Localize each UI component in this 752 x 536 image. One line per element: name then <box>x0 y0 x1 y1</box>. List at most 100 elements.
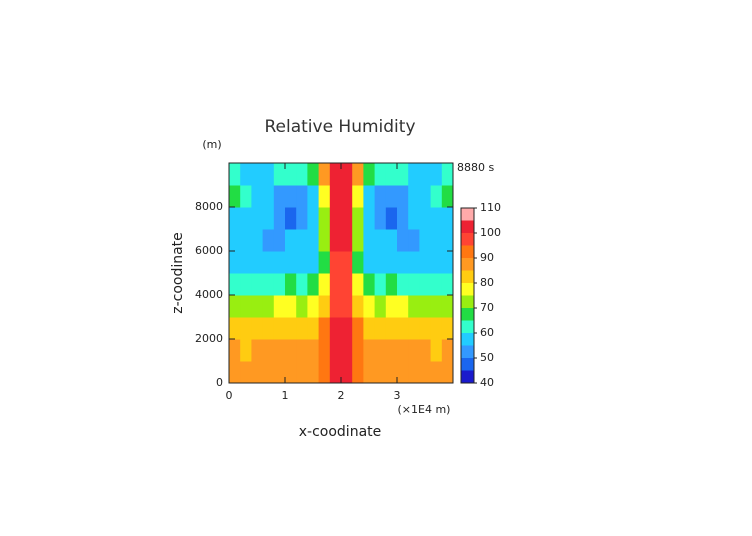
contour-cell <box>251 251 264 274</box>
contour-cell <box>251 317 264 340</box>
contour-cell <box>307 317 320 340</box>
contour-cell <box>341 251 353 274</box>
x-tick-label: 1 <box>282 389 289 402</box>
colorbar-tick-label: 90 <box>480 251 494 264</box>
contour-cell <box>441 317 454 340</box>
contour-cell <box>273 163 286 186</box>
contour-cell <box>229 163 241 186</box>
contour-cell <box>441 163 454 186</box>
colorbar-frame <box>460 207 475 384</box>
contour-cell <box>408 163 420 186</box>
contour-cell <box>273 207 286 230</box>
colorbar-swatch <box>461 258 474 271</box>
contour-cell <box>307 361 320 384</box>
colorbar-tick-label: 50 <box>480 351 494 364</box>
contour-cell <box>229 229 241 252</box>
contour-cell <box>341 229 353 252</box>
contour-cell <box>251 295 264 318</box>
contour-cell <box>352 339 364 362</box>
contour-cell <box>385 361 398 384</box>
contour-cell <box>307 251 320 274</box>
contour-cell <box>341 317 353 340</box>
contour-cell <box>408 229 420 252</box>
x-unit: (×1E4 m) <box>398 403 451 416</box>
contour-cell <box>307 207 320 230</box>
x-tick-label: 0 <box>226 389 233 402</box>
contour-cell <box>318 339 331 362</box>
contour-cell <box>240 295 252 318</box>
contour-cell <box>307 339 320 362</box>
contour-cell <box>363 361 376 384</box>
contour-cell <box>341 361 353 384</box>
contour-cell <box>251 163 264 186</box>
contour-cell <box>296 163 308 186</box>
contour-cell <box>352 229 364 252</box>
contour-cell <box>419 163 432 186</box>
colorbar-tick-label: 100 <box>480 226 501 239</box>
contour-cell <box>240 361 252 384</box>
contour-cell <box>240 185 252 208</box>
contour-cell <box>318 229 331 252</box>
contour-cell <box>251 229 264 252</box>
contour-cell <box>385 185 398 208</box>
contour-cell <box>374 339 387 362</box>
colorbar-swatch <box>461 245 474 258</box>
contour-cell <box>441 339 454 362</box>
contour-cell <box>352 317 364 340</box>
contour-cell <box>273 185 286 208</box>
contour-cell <box>240 273 252 296</box>
contour-cell <box>273 339 286 362</box>
contour-cell <box>385 229 398 252</box>
contour-cell <box>397 229 409 252</box>
contour-cell <box>262 207 275 230</box>
contour-cell <box>341 339 353 362</box>
contour-cell <box>397 339 409 362</box>
contour-cell <box>352 185 364 208</box>
contour-cell <box>296 273 308 296</box>
contour-cell <box>397 251 409 274</box>
contour-cell <box>363 339 376 362</box>
contour-cell <box>441 207 454 230</box>
contour-cell <box>374 361 387 384</box>
contour-cell <box>374 207 387 230</box>
colorbar-tick-label: 60 <box>480 326 494 339</box>
contour-cell <box>363 185 376 208</box>
contour-cell <box>430 339 443 362</box>
contour-cell <box>385 251 398 274</box>
contour-cell <box>374 185 387 208</box>
contour-cell <box>296 251 308 274</box>
contour-cell <box>408 251 420 274</box>
colorbar-tick-label: 80 <box>480 276 494 289</box>
contour-cell <box>262 229 275 252</box>
contour-cell <box>430 229 443 252</box>
contour-cell <box>318 361 331 384</box>
contour-cell <box>229 185 241 208</box>
contour-cell <box>397 361 409 384</box>
contour-cell <box>419 229 432 252</box>
contour-cell <box>273 229 286 252</box>
contour-cell <box>385 295 398 318</box>
contour-cell <box>419 185 432 208</box>
contour-cell <box>441 229 454 252</box>
x-tick-label: 2 <box>338 389 345 402</box>
contour-cell <box>441 273 454 296</box>
contour-cell <box>408 317 420 340</box>
contour-cell <box>329 207 342 230</box>
contour-cell <box>397 273 409 296</box>
colorbar-tick-label: 40 <box>480 376 494 389</box>
contour-cell <box>285 207 297 230</box>
contour-cell <box>296 317 308 340</box>
contour-cell <box>329 317 342 340</box>
contour-cell <box>408 295 420 318</box>
contour-cell <box>430 185 443 208</box>
y-axis-label: z-coodinate <box>170 232 186 314</box>
contour-cell <box>307 185 320 208</box>
contour-cell <box>285 339 297 362</box>
contour-cell <box>285 273 297 296</box>
contour-cell <box>385 339 398 362</box>
contour-cell <box>296 361 308 384</box>
contour-cell <box>273 317 286 340</box>
contour-cell <box>240 163 252 186</box>
contour-cell <box>430 361 443 384</box>
x-tick-label: 3 <box>394 389 401 402</box>
